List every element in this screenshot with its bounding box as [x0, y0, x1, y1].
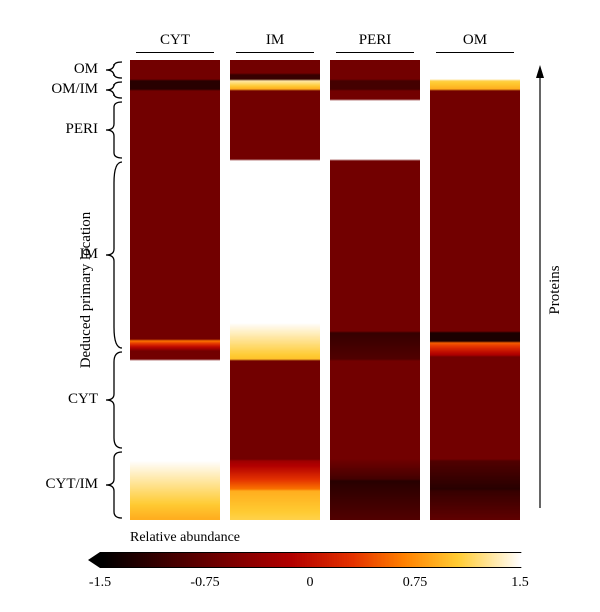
colorbar-left-cap: [88, 552, 100, 568]
column-underline: [436, 52, 514, 53]
colorbar-right-cap: [521, 552, 533, 568]
column-header: CYT: [130, 32, 220, 49]
row-group-brace: [102, 100, 126, 160]
colorbar-tick: -0.75: [190, 575, 219, 591]
colorbar-title: Relative abundance: [130, 530, 240, 546]
column-header: OM: [430, 32, 520, 49]
colorbar-tick: 1.5: [511, 575, 529, 591]
row-group-label: IM: [20, 246, 98, 263]
row-group-label: CYT/IM: [20, 476, 98, 493]
column-header: IM: [230, 32, 320, 49]
proteins-arrow: [535, 0, 555, 612]
row-group-label: OM/IM: [20, 81, 98, 98]
row-group-label: PERI: [20, 121, 98, 138]
column-underline: [236, 52, 314, 53]
heatmap-col-peri: [330, 60, 420, 520]
column-underline: [336, 52, 414, 53]
column-header: PERI: [330, 32, 420, 49]
row-group-label: OM: [20, 61, 98, 78]
colorbar-tick: 0: [307, 575, 314, 591]
heatmap-col-cyt: [130, 60, 220, 520]
row-group-label: CYT: [20, 391, 98, 408]
colorbar-tick: -1.5: [89, 575, 111, 591]
row-group-brace: [102, 160, 126, 350]
heatmap-col-im: [230, 60, 320, 520]
row-group-brace: [102, 80, 126, 100]
colorbar: [100, 552, 522, 568]
row-group-brace: [102, 450, 126, 520]
heatmap-col-om: [430, 60, 520, 520]
heatmap-figure: CYTIMPERIOM Deduced primary location Pro…: [0, 0, 600, 612]
column-underline: [136, 52, 214, 53]
row-group-brace: [102, 350, 126, 450]
y-axis-label: Deduced primary location: [78, 212, 95, 369]
row-group-brace: [102, 60, 126, 80]
colorbar-tick: 0.75: [403, 575, 428, 591]
heatmap: [130, 60, 522, 520]
